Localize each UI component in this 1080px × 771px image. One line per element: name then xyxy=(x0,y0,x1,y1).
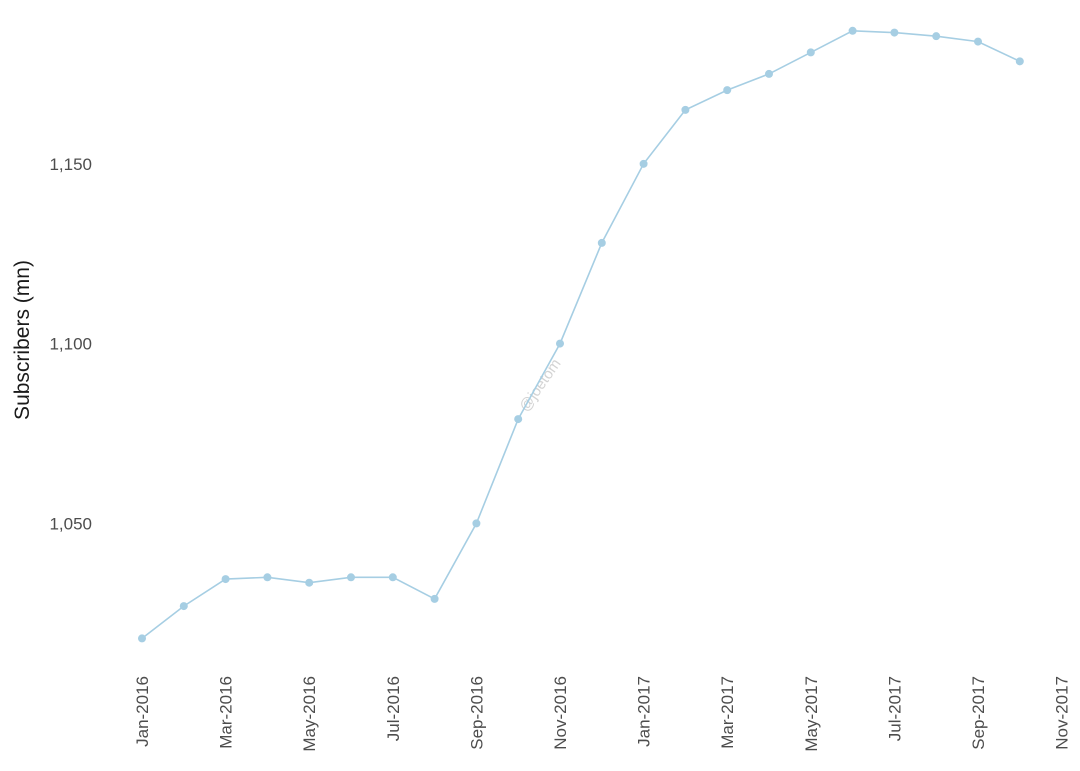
x-tick-label: Sep-2016 xyxy=(467,676,486,750)
data-point xyxy=(221,575,230,584)
y-tick-label: 1,050 xyxy=(49,514,92,533)
x-tick-label: Sep-2017 xyxy=(969,676,988,750)
x-axis-ticks: Jan-2016 Mar-2016 May-2016 Jul-2016 Sep-2016… xyxy=(133,676,1072,752)
data-point xyxy=(514,415,523,424)
data-point xyxy=(179,602,188,611)
data-point xyxy=(974,37,982,46)
data-point xyxy=(890,28,899,37)
x-tick-label: Jul-2016 xyxy=(384,676,403,741)
data-point xyxy=(765,69,773,78)
y-axis-label: Subscribers (mn) xyxy=(11,260,34,420)
x-tick-label: Mar-2017 xyxy=(718,676,737,749)
x-tick-label: Mar-2016 xyxy=(217,676,236,749)
x-tick-label: Nov-2016 xyxy=(551,676,570,750)
data-point xyxy=(848,26,857,35)
data-point xyxy=(597,238,606,247)
data-point xyxy=(932,32,941,41)
watermark: @joetom xyxy=(516,356,564,415)
y-tick-label: 1,150 xyxy=(49,155,92,174)
x-tick-label: Jan-2016 xyxy=(133,676,152,747)
data-point xyxy=(347,573,355,582)
y-tick-label: 1,100 xyxy=(49,335,92,354)
data-point xyxy=(723,86,732,95)
data-point xyxy=(430,594,439,603)
data-point xyxy=(639,159,648,168)
y-axis-ticks: 1,050 1,100 1,150 xyxy=(49,155,92,534)
data-point xyxy=(472,519,481,528)
data-point xyxy=(138,634,146,643)
series-layer xyxy=(138,26,1024,643)
data-point xyxy=(388,573,397,582)
data-point xyxy=(1015,57,1024,66)
x-tick-label: Jan-2017 xyxy=(635,676,654,747)
data-point xyxy=(263,573,272,582)
data-point xyxy=(556,339,564,348)
x-tick-label: Jul-2017 xyxy=(885,676,904,741)
series-line xyxy=(141,29,1021,640)
data-point xyxy=(305,578,314,587)
x-tick-label: May-2016 xyxy=(300,676,319,752)
x-tick-label: Nov-2017 xyxy=(1053,676,1072,750)
data-point xyxy=(806,48,815,57)
data-point xyxy=(681,105,690,114)
x-tick-label: May-2017 xyxy=(802,676,821,752)
